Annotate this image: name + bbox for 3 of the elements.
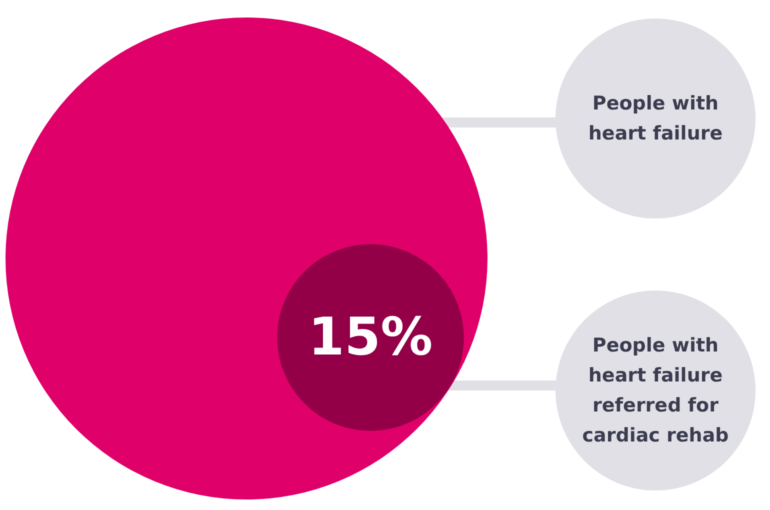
text: People with heart failure referred for cardiac rehab: [582, 334, 729, 446]
text: People with heart failure: [588, 92, 723, 144]
data-label: 15%: [308, 308, 433, 368]
